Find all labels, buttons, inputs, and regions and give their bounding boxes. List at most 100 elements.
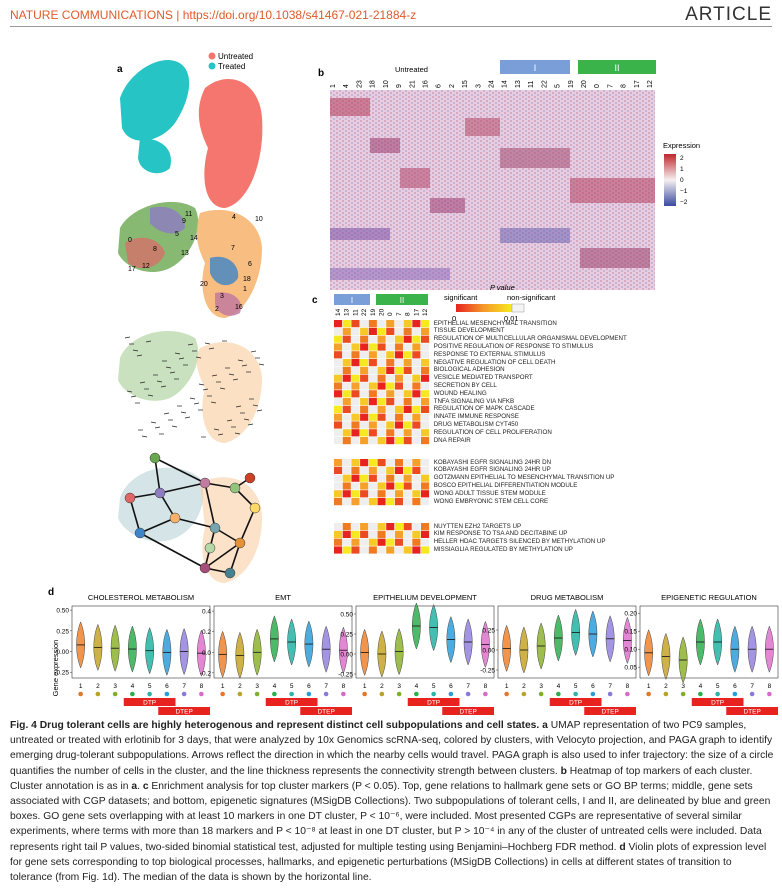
enrichment-cell bbox=[394, 320, 403, 328]
violin-xtick: 4 bbox=[131, 683, 135, 690]
enrichment-term-label: WONG EMBRYONIC STEM CELL CORE bbox=[433, 497, 549, 505]
heatmap-cluster-tick: 23 bbox=[356, 80, 363, 88]
enrichment-cell bbox=[377, 390, 386, 398]
enrichment-cell bbox=[394, 413, 403, 421]
heatmap-cluster-tick: 4 bbox=[343, 84, 350, 88]
enrichment-cell bbox=[334, 437, 343, 445]
enrichment-term-label: WONG ADULT TISSUE STEM MODULE bbox=[433, 489, 546, 497]
enrichment-cell bbox=[351, 351, 360, 359]
violin-state-dot bbox=[306, 691, 312, 697]
enrichment-cell bbox=[403, 382, 412, 390]
enrichment-cell bbox=[368, 390, 377, 398]
heatmap-marker-block bbox=[570, 178, 655, 203]
enrichment-cell bbox=[386, 498, 395, 506]
dtep-label: DTEP bbox=[175, 709, 192, 716]
enrichment-cell bbox=[342, 429, 351, 437]
enrichment-cell bbox=[403, 466, 412, 474]
enrichment-cell bbox=[386, 398, 395, 406]
violin-xtick: 2 bbox=[522, 683, 526, 690]
enrichment-cell bbox=[377, 482, 386, 490]
caption-ref-d: d bbox=[616, 841, 626, 853]
enrichment-cell bbox=[342, 366, 351, 374]
enrichment-group-ii-label: II bbox=[400, 296, 404, 305]
enrichment-cell bbox=[368, 546, 377, 554]
enrichment-cell bbox=[368, 335, 377, 343]
enrichment-cell bbox=[342, 335, 351, 343]
violin-state-dot bbox=[396, 691, 402, 697]
enrichment-cell bbox=[334, 490, 343, 498]
enrichment-cell bbox=[394, 374, 403, 382]
violin-plot-frame bbox=[213, 605, 353, 679]
enrichment-cell bbox=[386, 327, 395, 335]
enrichment-cell bbox=[342, 405, 351, 413]
enrichment-cell bbox=[394, 405, 403, 413]
enrichment-term-label: GOTZMANN EPITHELIAL TO MESENCHYMAL TRANS… bbox=[433, 474, 615, 482]
enrichment-cell bbox=[412, 351, 421, 359]
enrichment-cell bbox=[360, 320, 369, 328]
velocity-arrow bbox=[171, 425, 178, 428]
enrichment-cell bbox=[421, 538, 430, 546]
umap-legend: Untreated Treated bbox=[208, 52, 253, 71]
violin-xtick: 6 bbox=[165, 683, 169, 690]
enrichment-cell bbox=[394, 546, 403, 554]
velocity-arrow bbox=[232, 378, 239, 381]
violin-state-dot bbox=[362, 691, 367, 697]
heatmap-group-ii-box bbox=[578, 60, 656, 74]
enrichment-cell bbox=[334, 374, 343, 382]
enrichment-cell bbox=[403, 474, 412, 482]
paga-node bbox=[229, 482, 241, 494]
violin-ytick: 0.00 bbox=[340, 652, 353, 659]
enrichment-cell bbox=[394, 366, 403, 374]
enrichment-cell bbox=[351, 530, 360, 538]
enrichment-cell bbox=[377, 546, 386, 554]
expression-legend-ticks: 2 1 0 −1 −2 bbox=[680, 155, 688, 206]
pvalue-tick-0: 0 bbox=[452, 314, 456, 323]
enrichment-cell bbox=[394, 382, 403, 390]
enrichment-term-label: REGULATION OF MULTICELLULAR ORGANISMAL D… bbox=[433, 335, 627, 343]
enrichment-cell bbox=[394, 429, 403, 437]
journal-header: NATURE COMMUNICATIONS | https://doi.org/… bbox=[10, 8, 417, 22]
enrichment-cell bbox=[334, 459, 343, 467]
enrichment-cell bbox=[368, 490, 377, 498]
expression-legend-tick: 1 bbox=[680, 166, 684, 173]
enrichment-cell bbox=[377, 538, 386, 546]
violin-xtick: 1 bbox=[647, 683, 651, 690]
paga-edge bbox=[174, 517, 216, 529]
dtep-box bbox=[726, 707, 778, 715]
enrichment-cell bbox=[342, 398, 351, 406]
paga-node bbox=[149, 452, 161, 464]
enrichment-cell bbox=[368, 459, 377, 467]
enrichment-column-tick: 19 bbox=[370, 308, 377, 316]
enrichment-cell bbox=[342, 546, 351, 554]
paga-node bbox=[124, 492, 136, 504]
enrichment-group-ii-box bbox=[376, 294, 428, 305]
velocity-arrow bbox=[219, 387, 226, 390]
caption-ref-a2: a bbox=[128, 780, 138, 792]
enrichment-cell bbox=[412, 523, 421, 531]
dtep-box bbox=[158, 707, 210, 715]
heatmap-cluster-tick: 3 bbox=[475, 84, 482, 88]
violin-xtick: 2 bbox=[238, 683, 242, 690]
enrichment-cell bbox=[421, 374, 430, 382]
umap-treatment-plot bbox=[120, 59, 263, 208]
enrichment-cell bbox=[394, 482, 403, 490]
enrichment-cell bbox=[377, 366, 386, 374]
enrichment-cell bbox=[403, 405, 412, 413]
violin-state-dot bbox=[272, 691, 277, 697]
enrichment-cell bbox=[377, 437, 386, 445]
enrichment-cell bbox=[412, 429, 421, 437]
violin-xtick: 8 bbox=[484, 683, 488, 690]
paga-graph bbox=[118, 452, 262, 583]
umap-cluster-label: 16 bbox=[235, 304, 243, 311]
dtp-box bbox=[549, 698, 602, 706]
violin-xtick: 7 bbox=[750, 683, 754, 690]
header-divider bbox=[10, 26, 772, 27]
enrichment-cell bbox=[351, 390, 360, 398]
violin-state-dot bbox=[732, 691, 738, 697]
enrichment-cell bbox=[377, 405, 386, 413]
violin-state-dot bbox=[590, 691, 596, 697]
enrichment-cell bbox=[368, 530, 377, 538]
violin-ytick: 0.4 bbox=[202, 609, 211, 616]
doi-link[interactable]: https://doi.org/10.1038/s41467-021-21884… bbox=[182, 8, 417, 22]
enrichment-cell bbox=[403, 546, 412, 554]
